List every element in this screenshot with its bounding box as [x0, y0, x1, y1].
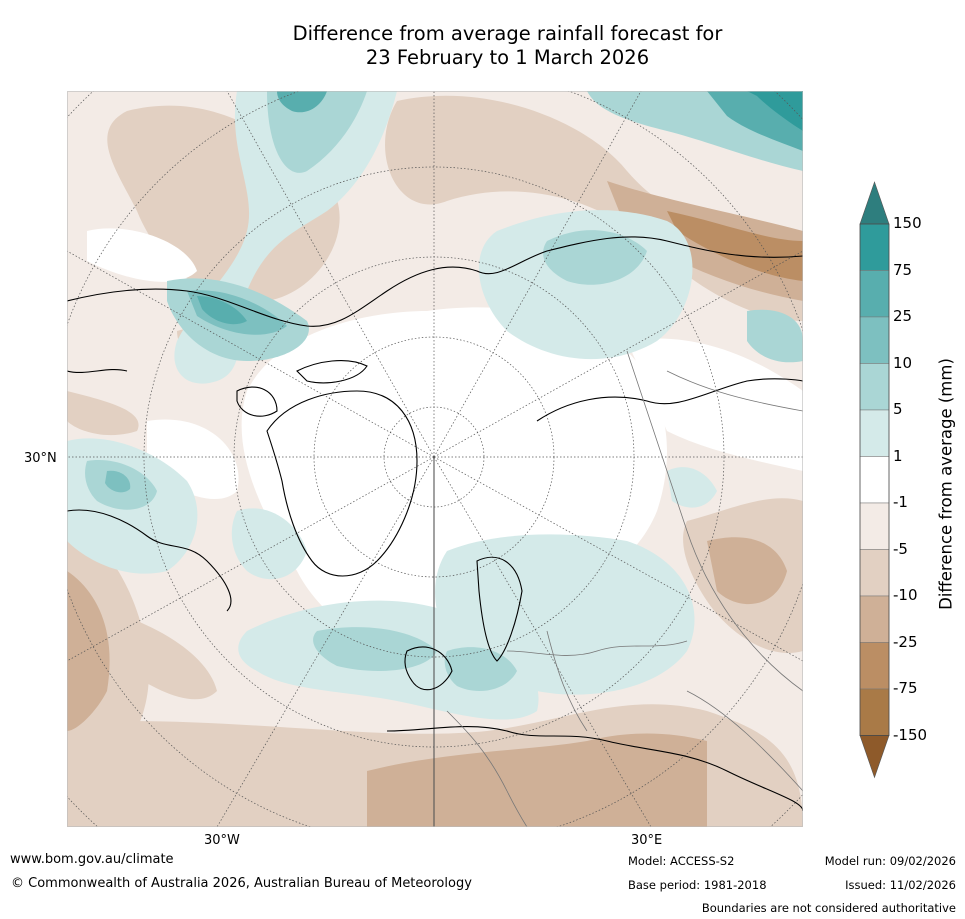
colorbar-segment [859, 549, 890, 597]
title-line-1: Difference from average rainfall forecas… [292, 22, 723, 45]
colorbar-tick-label: 1 [893, 446, 903, 465]
colorbar-tick-label: -75 [893, 679, 918, 697]
colorbar-segment [859, 409, 890, 457]
map-title: Difference from average rainfall forecas… [0, 22, 965, 70]
drier-areas [67, 95, 803, 827]
colorbar-tick-label: -5 [893, 539, 908, 558]
model-run-date: Model run: 09/02/2026 [824, 854, 956, 868]
copyright-text: © Commonwealth of Australia 2026, Austra… [11, 876, 472, 891]
colorbar-outline [859, 223, 890, 736]
colorbar-segment [859, 223, 890, 271]
longitude-label-30w: 30°W [204, 833, 240, 848]
colorbar-tick-label: 5 [893, 400, 903, 418]
issued-date: Issued: 11/02/2026 [845, 878, 956, 892]
title-line-2: 23 February to 1 March 2026 [365, 46, 650, 69]
colorbar-segment [859, 688, 890, 736]
model-name: Model: ACCESS-S2 [628, 854, 735, 868]
longitude-label-30e: 30°E [631, 833, 663, 848]
colorbar-segment [859, 642, 890, 690]
rainfall-anomaly-map [67, 91, 803, 827]
colorbar-tick-label: 150 [893, 214, 922, 232]
base-period: Base period: 1981-2018 [628, 878, 767, 892]
colorbar-segment [859, 270, 890, 318]
colorbar [859, 181, 890, 779]
colorbar-segment [859, 363, 890, 411]
colorbar-segment [859, 456, 890, 504]
colorbar-segment [859, 316, 890, 364]
wetter-areas [67, 91, 803, 720]
colorbar-tick-label: 10 [893, 353, 913, 372]
map-frame [67, 91, 803, 827]
colorbar-extend-top [859, 181, 890, 225]
colorbar-tick-label: -10 [893, 586, 918, 604]
boundaries-disclaimer: Boundaries are not considered authoritat… [701, 901, 956, 915]
latitude-label-30n: 30°N [24, 451, 57, 466]
colorbar-tick-label: -25 [893, 632, 918, 651]
country-borders [446, 350, 803, 827]
website-link[interactable]: www.bom.gov.au/climate [10, 852, 174, 867]
colorbar-segment [859, 595, 890, 643]
colorbar-tick-label: 75 [893, 260, 913, 279]
coastlines [67, 236, 803, 812]
colorbar-extend-bottom [859, 735, 890, 779]
colorbar-tick-label: -150 [893, 725, 928, 744]
colorbar-tick-label: 25 [893, 307, 913, 325]
colorbar-segment [859, 502, 890, 550]
colorbar-tick-label: -1 [893, 493, 908, 511]
